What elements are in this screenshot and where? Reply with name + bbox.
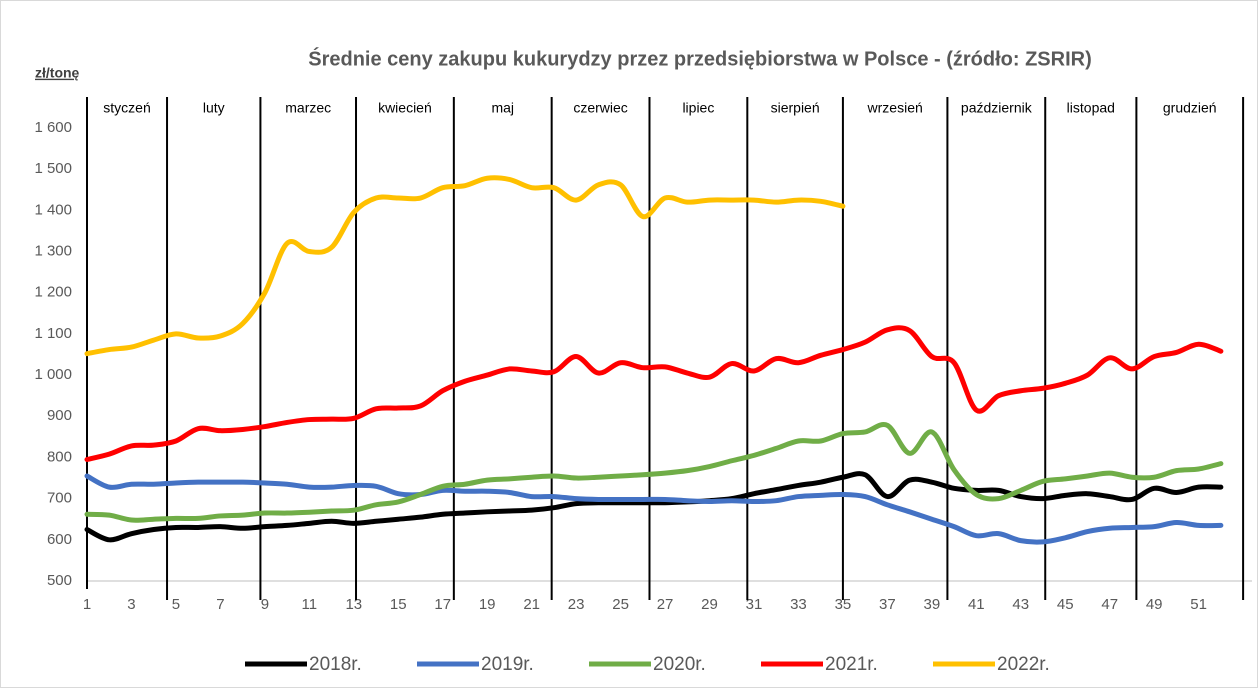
series-line	[84, 325, 1224, 463]
month-label: listopad	[1067, 100, 1115, 116]
x-tick-label: 39	[924, 596, 941, 613]
series-line	[84, 471, 1224, 543]
series-line	[84, 175, 846, 357]
y-tick-label: 900	[47, 407, 72, 424]
month-label: marzec	[285, 100, 331, 116]
legend-label: 2020r.	[653, 654, 706, 675]
month-label: wrzesień	[867, 100, 923, 116]
y-tick-label: 700	[47, 490, 72, 507]
month-label: październik	[961, 100, 1033, 116]
month-label: lipiec	[682, 100, 714, 116]
y-tick-label: 600	[47, 531, 72, 548]
y-tick-label: 1 100	[34, 325, 72, 342]
y-axis-label: zł/tonę	[35, 65, 80, 81]
y-tick-label: 1 400	[34, 201, 72, 218]
legend-label: 2019r.	[481, 654, 534, 675]
x-tick-label: 15	[390, 596, 407, 613]
series-line	[84, 422, 1224, 523]
x-tick-label: 3	[127, 596, 135, 613]
series-line	[84, 473, 1224, 545]
month-label: grudzień	[1163, 100, 1217, 116]
x-tick-label: 5	[172, 596, 180, 613]
y-tick-label: 1 600	[34, 119, 72, 136]
month-label: sierpień	[771, 100, 820, 116]
x-tick-label: 21	[523, 596, 540, 613]
x-tick-label: 17	[434, 596, 451, 613]
x-tick-label: 47	[1101, 596, 1118, 613]
x-tick-label: 51	[1190, 596, 1207, 613]
y-tick-label: 1 500	[34, 160, 72, 177]
legend-label: 2018r.	[309, 654, 362, 675]
x-tick-label: 9	[261, 596, 269, 613]
y-tick-label: 1 000	[34, 366, 72, 383]
x-tick-label: 27	[657, 596, 674, 613]
x-tick-label: 41	[968, 596, 985, 613]
legend-label: 2022r.	[997, 654, 1050, 675]
x-tick-label: 35	[835, 596, 852, 613]
month-label: luty	[203, 100, 225, 116]
x-tick-label: 13	[345, 596, 362, 613]
x-tick-label: 29	[701, 596, 718, 613]
x-tick-label: 43	[1012, 596, 1029, 613]
month-label: czerwiec	[573, 100, 627, 116]
y-tick-label: 1 200	[34, 284, 72, 301]
x-tick-label: 11	[302, 596, 318, 613]
x-tick-label: 1	[83, 596, 91, 613]
x-tick-label: 25	[612, 596, 629, 613]
x-tick-label: 37	[879, 596, 896, 613]
x-tick-label: 23	[568, 596, 585, 613]
chart-title: Średnie ceny zakupu kukurydzy przez prze…	[308, 46, 1092, 70]
x-tick-label: 45	[1057, 596, 1074, 613]
x-tick-label: 33	[790, 596, 807, 613]
x-tick-label: 31	[746, 596, 763, 613]
y-tick-label: 1 300	[34, 243, 72, 260]
month-label: styczeń	[103, 100, 150, 116]
y-tick-label: 800	[47, 448, 72, 465]
x-tick-label: 19	[479, 596, 496, 613]
x-tick-label: 7	[216, 596, 224, 613]
x-tick-label: 49	[1146, 596, 1163, 613]
month-label: maj	[491, 100, 514, 116]
y-tick-label: 500	[47, 572, 72, 589]
month-label: kwiecień	[378, 100, 432, 116]
legend-label: 2021r.	[825, 654, 878, 675]
